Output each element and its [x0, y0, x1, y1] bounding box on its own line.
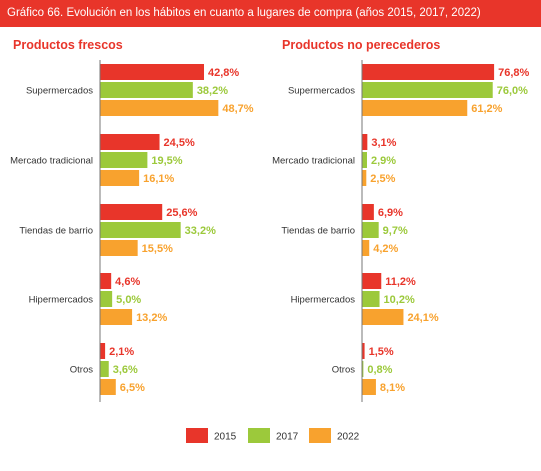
data-label-2015: 6,9% — [378, 207, 403, 219]
category-label: Mercado tradicional — [272, 156, 355, 167]
legend-swatch-2015 — [186, 428, 208, 443]
data-label-2015: 1,5% — [369, 346, 394, 358]
chart-canvas: Productos frescos Supermercados 42,8% 38,2%… — [10, 38, 530, 443]
bar-2017 — [100, 361, 109, 377]
data-label-2022: 48,7% — [222, 103, 253, 115]
data-label-2015: 76,8% — [498, 67, 529, 79]
bar-2022 — [362, 100, 468, 116]
category-label: Tiendas de barrio — [281, 226, 355, 237]
bar-2017 — [362, 291, 380, 307]
data-label-2022: 24,1% — [407, 312, 438, 324]
data-label-2015: 11,2% — [385, 276, 416, 288]
data-label-2017: 10,2% — [384, 294, 415, 306]
category-label: Mercado tradicional — [10, 156, 93, 167]
bar-2015 — [362, 134, 368, 150]
category-label: Supermercados — [26, 86, 93, 97]
category-label: Otros — [70, 365, 93, 376]
bar-2015 — [100, 134, 160, 150]
chart-banner-title: Gráfico 66. Evolución en los hábitos en … — [0, 0, 541, 27]
legend-swatch-2022 — [309, 428, 331, 443]
data-label-2015: 2,1% — [109, 346, 134, 358]
bar-2017 — [362, 361, 364, 377]
legend-label-2022: 2022 — [337, 432, 360, 443]
legend-label-2017: 2017 — [276, 432, 299, 443]
bar-2022 — [362, 309, 404, 325]
data-label-2022: 13,2% — [136, 312, 167, 324]
data-label-2022: 15,5% — [142, 243, 173, 255]
data-label-2022: 2,5% — [370, 173, 395, 185]
bar-2022 — [100, 100, 219, 116]
data-label-2017: 33,2% — [185, 225, 216, 237]
bar-2015 — [100, 204, 163, 220]
data-label-2017: 76,0% — [497, 85, 528, 97]
bar-2017 — [362, 152, 367, 168]
category-label: Hipermercados — [291, 295, 356, 306]
bar-2015 — [362, 343, 365, 359]
bar-2022 — [100, 240, 138, 256]
data-label-2017: 3,6% — [113, 364, 138, 376]
data-label-2017: 0,8% — [367, 364, 392, 376]
bar-2015 — [362, 64, 495, 80]
bar-2022 — [100, 309, 133, 325]
data-label-2022: 61,2% — [471, 103, 502, 115]
bar-2017 — [100, 82, 193, 98]
data-label-2017: 19,5% — [151, 155, 182, 167]
bar-2022 — [362, 240, 370, 256]
category-label: Hipermercados — [29, 295, 94, 306]
bar-2015 — [362, 204, 374, 220]
bar-2017 — [362, 82, 493, 98]
bar-2022 — [362, 170, 367, 186]
panel-title-no-perecederos: Productos no perecederos — [282, 38, 440, 52]
legend-label-2015: 2015 — [214, 432, 237, 443]
data-label-2022: 8,1% — [380, 382, 405, 394]
data-label-2017: 2,9% — [371, 155, 396, 167]
data-label-2017: 38,2% — [197, 85, 228, 97]
data-label-2022: 4,2% — [373, 243, 398, 255]
legend-swatch-2017 — [248, 428, 270, 443]
panel-title-frescos: Productos frescos — [13, 38, 123, 52]
data-label-2015: 4,6% — [115, 276, 140, 288]
bar-2017 — [100, 291, 113, 307]
data-label-2015: 42,8% — [208, 67, 239, 79]
data-label-2015: 25,6% — [166, 207, 197, 219]
bar-2017 — [100, 222, 181, 238]
category-label: Otros — [332, 365, 355, 376]
bar-2015 — [100, 343, 106, 359]
data-label-2015: 24,5% — [164, 137, 195, 149]
data-label-2015: 3,1% — [371, 137, 396, 149]
category-label: Tiendas de barrio — [19, 226, 93, 237]
bar-2022 — [100, 379, 116, 395]
bar-2015 — [362, 273, 382, 289]
bar-2015 — [100, 64, 205, 80]
category-label: Supermercados — [288, 86, 355, 97]
data-label-2022: 16,1% — [143, 173, 174, 185]
data-label-2017: 5,0% — [116, 294, 141, 306]
bar-2015 — [100, 273, 112, 289]
data-label-2017: 9,7% — [383, 225, 408, 237]
bar-2017 — [100, 152, 148, 168]
bar-2022 — [100, 170, 140, 186]
data-label-2022: 6,5% — [120, 382, 145, 394]
bar-2017 — [362, 222, 379, 238]
bar-2022 — [362, 379, 376, 395]
